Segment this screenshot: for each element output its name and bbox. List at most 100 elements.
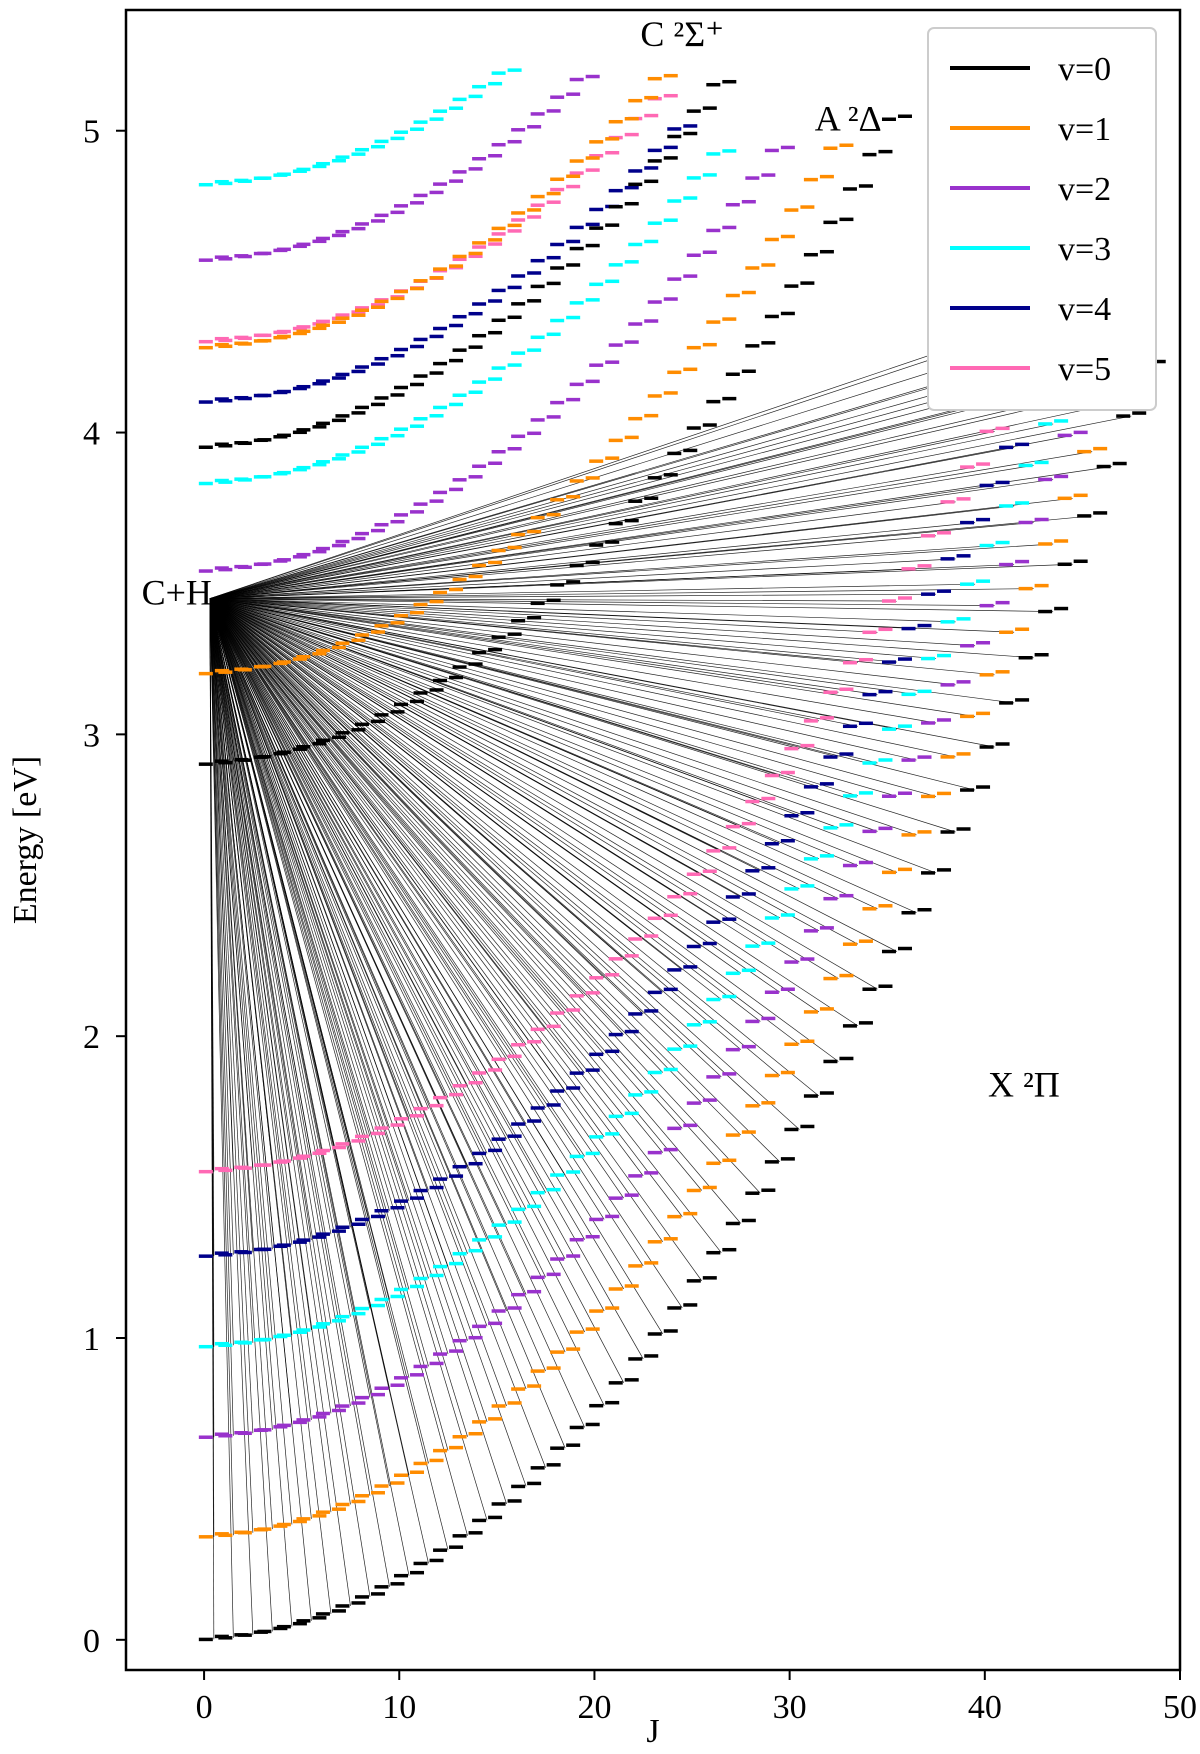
fan-line	[209, 598, 351, 1505]
fan-line	[209, 598, 663, 919]
fan-line	[209, 598, 781, 993]
fan-line	[209, 598, 898, 730]
fan-line	[209, 408, 1034, 599]
fan-line	[209, 598, 585, 1157]
fan-line	[209, 598, 683, 897]
fan-line	[209, 598, 488, 1074]
fan-line	[209, 598, 273, 1632]
fan-line	[209, 415, 1132, 599]
fan-line	[209, 598, 488, 1154]
fan-line	[209, 545, 995, 599]
fan-line	[209, 598, 566, 1176]
fan-line	[209, 598, 624, 960]
fan-line	[209, 598, 800, 749]
fan-line	[209, 598, 585, 997]
fan-line	[209, 598, 742, 1050]
fan-line	[209, 598, 917, 629]
fan-line	[209, 598, 624, 1117]
fan-line	[209, 598, 527, 1125]
legend-box	[927, 27, 1157, 411]
legend-label: v=1	[1058, 111, 1111, 148]
fan-line	[209, 598, 371, 1137]
fan-line	[209, 598, 820, 1013]
state-label-a2delta: A ²Δ	[815, 99, 882, 139]
fan-line	[209, 598, 293, 1162]
fan-line	[209, 598, 937, 659]
y-axis-title: Energy [eV]	[7, 756, 44, 924]
fan-line	[209, 522, 976, 599]
fan-line	[209, 598, 644, 1177]
fan-line	[209, 598, 761, 1194]
fan-line	[209, 598, 859, 945]
fan-line	[209, 598, 429, 1109]
fan-line	[209, 465, 1034, 599]
fan-line	[209, 598, 468, 1167]
fan-line	[209, 505, 1015, 599]
y-tick-label: 5	[83, 114, 100, 151]
fan-line	[209, 598, 234, 1346]
fan-line	[209, 598, 898, 797]
fan-line	[209, 598, 332, 1235]
fan-line	[209, 598, 351, 1228]
fan-line	[209, 598, 507, 1312]
fan-line	[209, 598, 234, 1536]
fan-line	[209, 598, 234, 1436]
fan-line	[209, 598, 820, 1097]
y-tick-label: 4	[83, 416, 100, 453]
fan-line	[209, 598, 1034, 659]
fan-line	[209, 598, 507, 1060]
fan-line	[209, 598, 859, 727]
fan-line	[209, 598, 644, 940]
state-label-c2sigma: C ²Σ⁺	[640, 14, 724, 54]
fan-line	[209, 598, 293, 1246]
fan-line	[209, 598, 1054, 612]
fan-line	[209, 598, 332, 1513]
fan-line	[209, 598, 858, 664]
fan-line	[209, 598, 664, 1153]
x-tick-label: 40	[968, 1689, 1002, 1726]
fan-line	[209, 598, 761, 802]
fan-line	[209, 598, 254, 1169]
fan-line	[209, 598, 254, 1533]
fan-line	[209, 598, 956, 758]
fan-line	[209, 598, 312, 1157]
fan-line	[209, 598, 429, 1464]
fan-line	[209, 598, 683, 1129]
fan-line	[209, 598, 859, 1027]
fan-line	[209, 598, 605, 1055]
y-tick-label: 2	[83, 1019, 100, 1056]
state-label-x2pi: X ²Π	[988, 1065, 1060, 1105]
fan-line	[209, 598, 371, 1398]
fan-line	[209, 598, 722, 1164]
fan-line	[209, 598, 820, 932]
fan-line	[209, 598, 293, 1426]
fan-line	[209, 598, 781, 1076]
dissociation-label: C+H	[142, 573, 212, 613]
fan-line	[209, 598, 898, 663]
fan-line	[209, 598, 546, 1278]
fan-line	[209, 598, 293, 1525]
fan-line	[209, 598, 488, 1241]
fan-line	[209, 598, 585, 1074]
energy-levels	[198, 68, 1166, 1642]
fan-line	[209, 598, 625, 1199]
fan-line	[209, 598, 937, 797]
fan-line	[209, 598, 527, 1045]
axes	[124, 8, 1182, 1672]
fan-line	[209, 598, 605, 1406]
fan-line	[209, 598, 839, 979]
fan-line	[209, 357, 1034, 599]
fan-line	[209, 598, 449, 1355]
plot-frame	[124, 8, 1182, 1672]
x-tick-label: 0	[196, 1689, 213, 1726]
fan-line	[209, 598, 781, 1163]
legend-label: v=0	[1058, 51, 1111, 88]
fan-line	[209, 598, 312, 1331]
fan-line	[209, 598, 488, 1521]
fan-line	[209, 598, 741, 827]
fan-line	[209, 598, 527, 1390]
x-axis-title: J	[646, 1713, 659, 1750]
fan-line	[209, 598, 312, 1420]
fan-line	[209, 598, 898, 873]
fan-line	[209, 598, 800, 1130]
